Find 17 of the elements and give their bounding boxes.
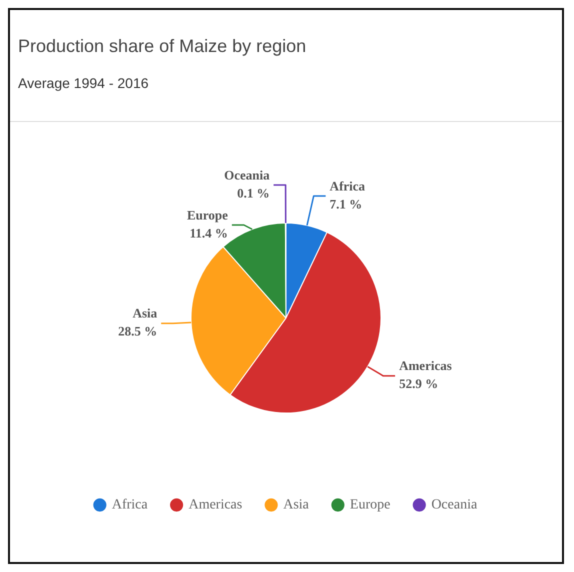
legend-label: Americas (188, 498, 242, 513)
legend-label: Europe (350, 498, 390, 513)
legend-label: Oceania (431, 498, 478, 513)
chart-subtitle: Average 1994 - 2016 (17, 74, 150, 91)
data-label: 0.1 % (237, 185, 270, 200)
slice-label: Americas (399, 358, 452, 374)
data-label: 11.4 % (190, 225, 228, 240)
legend-label: Asia (283, 498, 310, 513)
slice-label: Asia (132, 306, 158, 321)
legend-label: Africa (112, 498, 148, 513)
slice-label: Africa (330, 178, 366, 194)
data-label: 28.5 % (118, 324, 158, 339)
chart-title: Production share of Maize by region (17, 35, 308, 57)
slice-label: Oceania (224, 167, 270, 182)
data-label: 52.9 % (399, 376, 438, 392)
slice-label: Europe (186, 207, 228, 222)
data-label: 7.1 % (330, 196, 362, 212)
